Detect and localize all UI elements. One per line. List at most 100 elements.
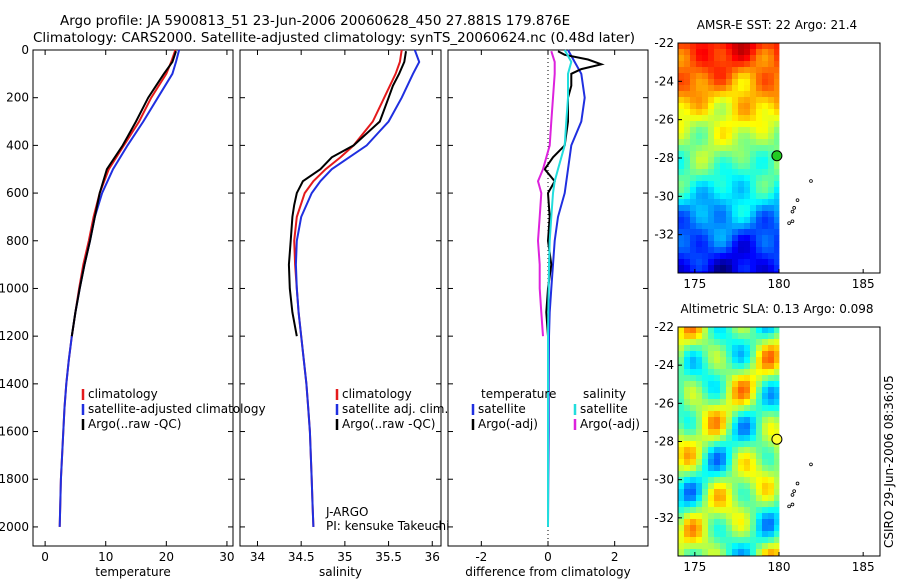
field-cell xyxy=(768,447,775,454)
field-cell xyxy=(774,103,780,110)
field-cell xyxy=(714,387,721,394)
field-cell xyxy=(678,471,685,478)
field-cell xyxy=(768,381,775,388)
field-cell xyxy=(768,435,775,442)
x-tick-label: 175 xyxy=(683,560,706,574)
field-cell xyxy=(762,483,769,490)
field-cell xyxy=(720,133,727,140)
field-cell xyxy=(690,429,697,436)
series-temperature-argo-adj- xyxy=(543,50,605,337)
field-cell xyxy=(684,121,691,128)
field-cell xyxy=(774,465,780,472)
field-cell xyxy=(684,241,691,248)
field-cell xyxy=(762,495,769,502)
field-cell xyxy=(768,327,775,334)
field-cell xyxy=(690,229,697,236)
field-cell xyxy=(756,411,763,418)
field-cell xyxy=(750,253,757,260)
field-cell xyxy=(678,91,685,98)
field-cell xyxy=(690,531,697,538)
field-cell xyxy=(690,477,697,484)
field-cell xyxy=(696,435,703,442)
field-cell xyxy=(762,471,769,478)
field-cell xyxy=(762,67,769,74)
field-cell xyxy=(702,223,709,230)
field-cell xyxy=(726,381,733,388)
field-cell xyxy=(678,223,685,230)
field-cell xyxy=(768,351,775,358)
field-cell xyxy=(750,193,757,200)
sla-map-panel: Altimetric SLA: 0.13 Argo: 0.098 175 180 18… xyxy=(654,302,881,574)
field-cell xyxy=(690,211,697,218)
field-cell xyxy=(738,381,745,388)
plot-frame xyxy=(239,49,442,547)
field-cell xyxy=(768,483,775,490)
field-cell xyxy=(720,483,727,490)
field-cell xyxy=(744,61,751,68)
field-cell xyxy=(732,345,739,352)
field-cell xyxy=(738,175,745,182)
field-cell xyxy=(720,271,727,274)
field-cell xyxy=(756,235,763,242)
field-cell xyxy=(720,169,727,176)
y-tick-label: -30 xyxy=(654,189,674,203)
field-cell xyxy=(762,411,769,418)
field-cell xyxy=(708,333,715,340)
field-cell xyxy=(678,115,685,122)
field-cell xyxy=(720,507,727,514)
x-tick-label: 10 xyxy=(98,550,113,564)
field-cell xyxy=(726,393,733,400)
field-cell xyxy=(756,193,763,200)
field-cell xyxy=(768,61,775,68)
field-cell xyxy=(690,381,697,388)
field-cell xyxy=(726,471,733,478)
field-cell xyxy=(750,211,757,218)
field-cell xyxy=(732,411,739,418)
field-cell xyxy=(708,253,715,260)
field-cell xyxy=(690,193,697,200)
field-cell xyxy=(762,169,769,176)
field-cell xyxy=(768,235,775,242)
field-cell xyxy=(720,199,727,206)
field-cell xyxy=(714,351,721,358)
field-cell xyxy=(696,241,703,248)
field-cell xyxy=(762,121,769,128)
field-cell xyxy=(696,133,703,140)
y-tick-label: 800 xyxy=(6,234,29,248)
field-cell xyxy=(720,525,727,532)
field-cell xyxy=(720,489,727,496)
field-cell xyxy=(756,345,763,352)
field-cell xyxy=(738,363,745,370)
field-cell xyxy=(708,85,715,92)
field-cell xyxy=(678,363,685,370)
field-cell xyxy=(762,453,769,460)
field-cell xyxy=(690,345,697,352)
legend-heading: temperature xyxy=(481,387,556,401)
field-cell xyxy=(690,181,697,188)
field-cell xyxy=(714,43,721,50)
field-cell xyxy=(720,223,727,230)
field-cell xyxy=(774,387,780,394)
field-cell xyxy=(774,121,780,128)
map-title: AMSR-E SST: 22 Argo: 21.4 xyxy=(697,18,857,32)
field-cell xyxy=(684,61,691,68)
field-cell xyxy=(720,339,727,346)
field-cell xyxy=(714,199,721,206)
x-tick-label: 2 xyxy=(611,550,619,564)
field-cell xyxy=(726,151,733,158)
field-cell xyxy=(774,61,780,68)
field-cell xyxy=(702,97,709,104)
field-cell xyxy=(756,121,763,128)
field-cell xyxy=(768,465,775,472)
field-cell xyxy=(756,381,763,388)
field-cell xyxy=(756,537,763,544)
field-cell xyxy=(726,333,733,340)
field-cell xyxy=(756,247,763,254)
field-cell xyxy=(732,61,739,68)
field-cell xyxy=(750,339,757,346)
field-cell xyxy=(678,429,685,436)
field-cell xyxy=(756,393,763,400)
field-cell xyxy=(744,357,751,364)
field-cell xyxy=(738,465,745,472)
field-cell xyxy=(750,423,757,430)
